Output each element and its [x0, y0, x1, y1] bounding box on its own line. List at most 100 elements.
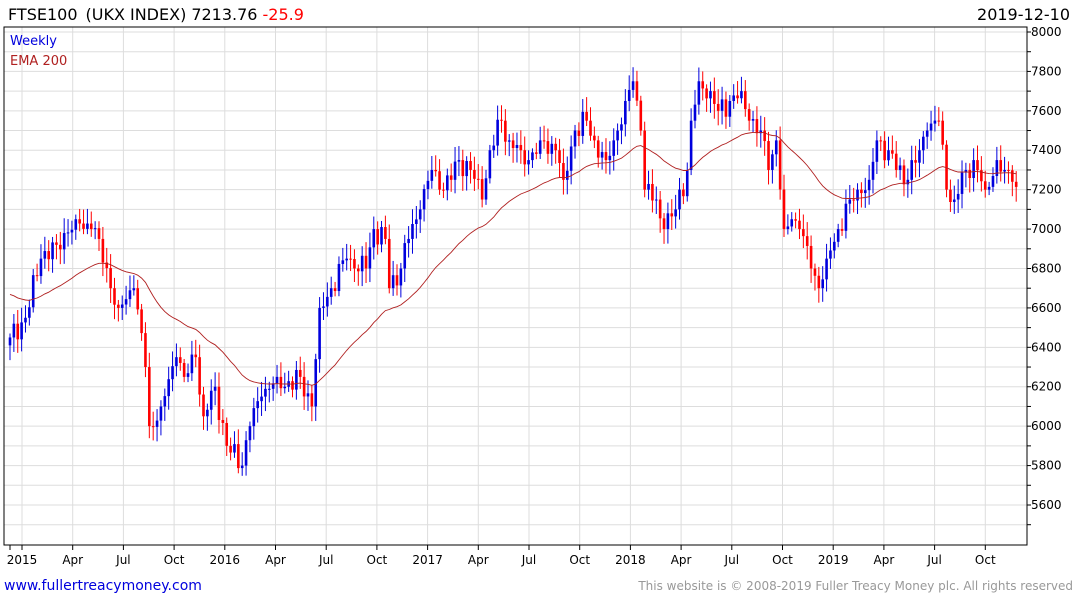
- y-tick-label: 6000: [1031, 419, 1062, 433]
- candle-body: [504, 120, 507, 142]
- candle-body: [875, 140, 879, 162]
- candle-body: [357, 268, 360, 272]
- candle-body: [666, 213, 670, 230]
- candle-body: [589, 120, 592, 136]
- candle-body: [716, 103, 720, 111]
- candle-body: [581, 111, 585, 136]
- candle-body: [933, 120, 937, 124]
- candle-body: [256, 401, 259, 409]
- candle-body: [349, 258, 352, 260]
- candle-body: [51, 242, 54, 260]
- candle-body: [805, 236, 809, 246]
- candle-body: [31, 275, 35, 308]
- candle-body: [387, 238, 391, 289]
- candle-body: [217, 386, 221, 420]
- y-tick-label: 6200: [1031, 380, 1062, 394]
- candle-body: [767, 141, 770, 170]
- candle-body: [291, 381, 294, 390]
- candle-body: [105, 262, 109, 269]
- candle-body: [840, 229, 844, 231]
- x-tick-label: Jul: [724, 553, 739, 567]
- x-tick-label: 2015: [7, 553, 38, 567]
- x-tick-label: Oct: [975, 553, 996, 567]
- candle-body: [461, 160, 465, 177]
- candle-body: [213, 386, 217, 391]
- candle-body: [465, 161, 468, 177]
- candle-body: [128, 290, 132, 300]
- candle-body: [976, 160, 979, 171]
- ema-line: [9, 131, 1017, 386]
- candle-body: [488, 150, 492, 179]
- candle-body: [836, 229, 840, 242]
- candle-body: [736, 95, 739, 99]
- candle-body: [24, 317, 27, 323]
- candle-body: [476, 178, 480, 180]
- symbol: FTSE100: [8, 5, 78, 24]
- candle-body: [898, 165, 902, 170]
- candle-body: [952, 199, 956, 202]
- candle-body: [774, 140, 778, 155]
- y-tick-label: 6400: [1031, 340, 1062, 354]
- candle-body: [221, 419, 225, 423]
- candle-body: [457, 160, 461, 162]
- candle-body: [848, 199, 852, 204]
- candle-body: [209, 390, 213, 410]
- candle-body: [306, 393, 310, 397]
- candle-body: [329, 288, 333, 297]
- candle-body: [821, 279, 824, 289]
- candle-body: [35, 275, 39, 277]
- candle-body: [747, 109, 751, 121]
- candle-body: [117, 304, 120, 308]
- candle-body: [271, 383, 275, 389]
- candle-body: [871, 161, 875, 180]
- legend-period: Weekly: [10, 34, 57, 49]
- footer-link[interactable]: www.fullertreacymoney.com: [4, 578, 202, 594]
- candle-body: [97, 228, 101, 239]
- candle-body: [825, 258, 828, 280]
- candle-body: [399, 268, 403, 286]
- candle-body: [93, 228, 97, 230]
- candle-body: [674, 209, 677, 217]
- candle-body: [469, 161, 472, 170]
- candle-body: [728, 100, 732, 117]
- candle-body: [883, 140, 886, 161]
- y-tick-label: 8000: [1031, 25, 1062, 39]
- x-tick-label: 2016: [210, 553, 241, 567]
- candle-body: [326, 296, 329, 307]
- x-tick-label: Apr: [671, 553, 692, 567]
- candle-body: [430, 169, 434, 181]
- candle-body: [372, 229, 376, 248]
- candle-body: [833, 241, 836, 251]
- candle-body: [422, 189, 426, 210]
- candle-body: [66, 232, 70, 234]
- candle-body: [132, 288, 136, 291]
- candle-body: [604, 152, 608, 161]
- candle-body: [368, 247, 372, 269]
- candle-body: [608, 155, 612, 161]
- candle-body: [929, 123, 933, 131]
- candle-body: [353, 259, 356, 269]
- candle-body: [124, 299, 128, 305]
- x-tick-label: Jul: [926, 553, 941, 567]
- candle-body: [980, 170, 983, 182]
- candle-body: [914, 160, 917, 163]
- candle-body: [627, 89, 631, 101]
- y-tick-label: 7600: [1031, 104, 1062, 118]
- candle-body: [894, 153, 898, 170]
- y-tick-label: 5800: [1031, 459, 1062, 473]
- candle-body: [442, 189, 445, 191]
- candle-body: [78, 219, 81, 224]
- candle-body: [999, 160, 1003, 172]
- candle-body: [380, 227, 383, 245]
- candle-body: [260, 396, 263, 402]
- candle-body: [322, 306, 325, 308]
- candle-body: [639, 100, 643, 131]
- candle-body: [345, 258, 348, 261]
- candle-body: [697, 81, 701, 105]
- candle-body: [782, 189, 786, 230]
- candle-body: [527, 160, 530, 165]
- candle-body: [47, 251, 50, 260]
- candle-body: [1014, 181, 1018, 187]
- candle-body: [190, 354, 194, 374]
- candle-body: [995, 160, 999, 176]
